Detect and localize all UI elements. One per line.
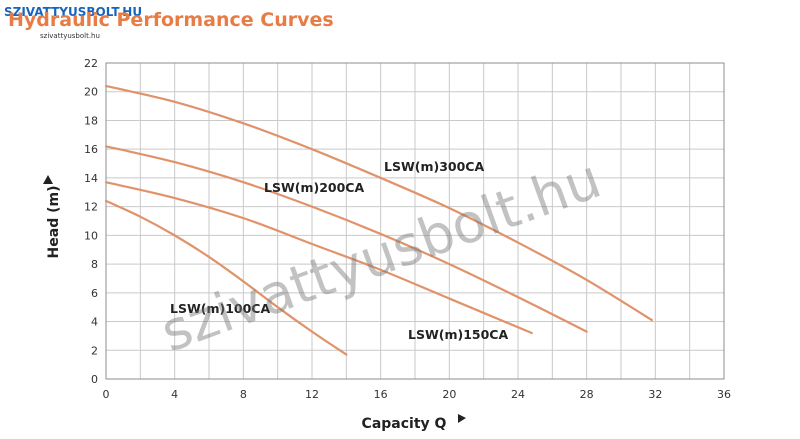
series-label-300ca: LSW(m)300CA [384,159,484,174]
x-tick-label: 16 [374,388,388,401]
x-tick-label: 12 [305,388,319,401]
x-axis-ticks: 0 4 8 12 16 20 24 28 32 36 [103,388,732,401]
y-axis-arrow-icon [43,175,53,184]
chart-title: Hydraulic Performance Curves [8,9,334,31]
y-tick-label: 6 [91,287,98,300]
series-line-lsw-m-200ca [104,145,588,333]
y-tick-label: 20 [84,86,98,99]
y-tick-label: 8 [91,258,98,271]
x-axis-title: Capacity Q [362,414,466,432]
series-line-lsw-m-150ca [104,181,533,335]
series-label-100ca: LSW(m)100CA [170,301,270,316]
series-label-150ca: LSW(m)150CA [408,327,508,342]
y-tick-label: 4 [91,316,98,329]
y-tick-label: 14 [84,172,98,185]
y-tick-label: 12 [84,201,98,214]
x-tick-label: 4 [171,388,178,401]
y-tick-label: 22 [84,57,98,70]
y-tick-label: 18 [84,114,98,127]
y-tick-label: 2 [91,344,98,357]
x-tick-label: 28 [580,388,594,401]
plot-frame [105,62,725,380]
x-tick-label: 0 [103,388,110,401]
y-axis-ticks: 0 2 4 6 8 10 12 14 16 18 20 22 [84,57,98,386]
series-label-200ca: LSW(m)200CA [264,180,364,195]
y-tick-label: 0 [91,373,98,386]
x-axis-label: Capacity Q [362,416,447,432]
x-tick-label: 20 [442,388,456,401]
logo: SZIVATTYUSBOLT.HU szivattyusbolt.hu [4,5,142,40]
series-line-lsw-m-300ca [104,84,653,322]
curves [104,84,653,356]
logo-subtext: szivattyusbolt.hu [40,32,100,40]
series-line-lsw-m-100ca [104,199,348,356]
x-tick-label: 24 [511,388,525,401]
x-tick-label: 8 [240,388,247,401]
x-tick-label: 32 [648,388,662,401]
y-tick-label: 16 [84,143,98,156]
y-axis-title: Head (m) [43,175,62,258]
y-tick-label: 10 [84,229,98,242]
logo-text: SZIVATTYUSBOLT.HU [4,5,142,19]
x-axis-arrow-icon [458,414,466,423]
x-tick-label: 36 [717,388,731,401]
y-axis-label: Head (m) [46,186,62,259]
